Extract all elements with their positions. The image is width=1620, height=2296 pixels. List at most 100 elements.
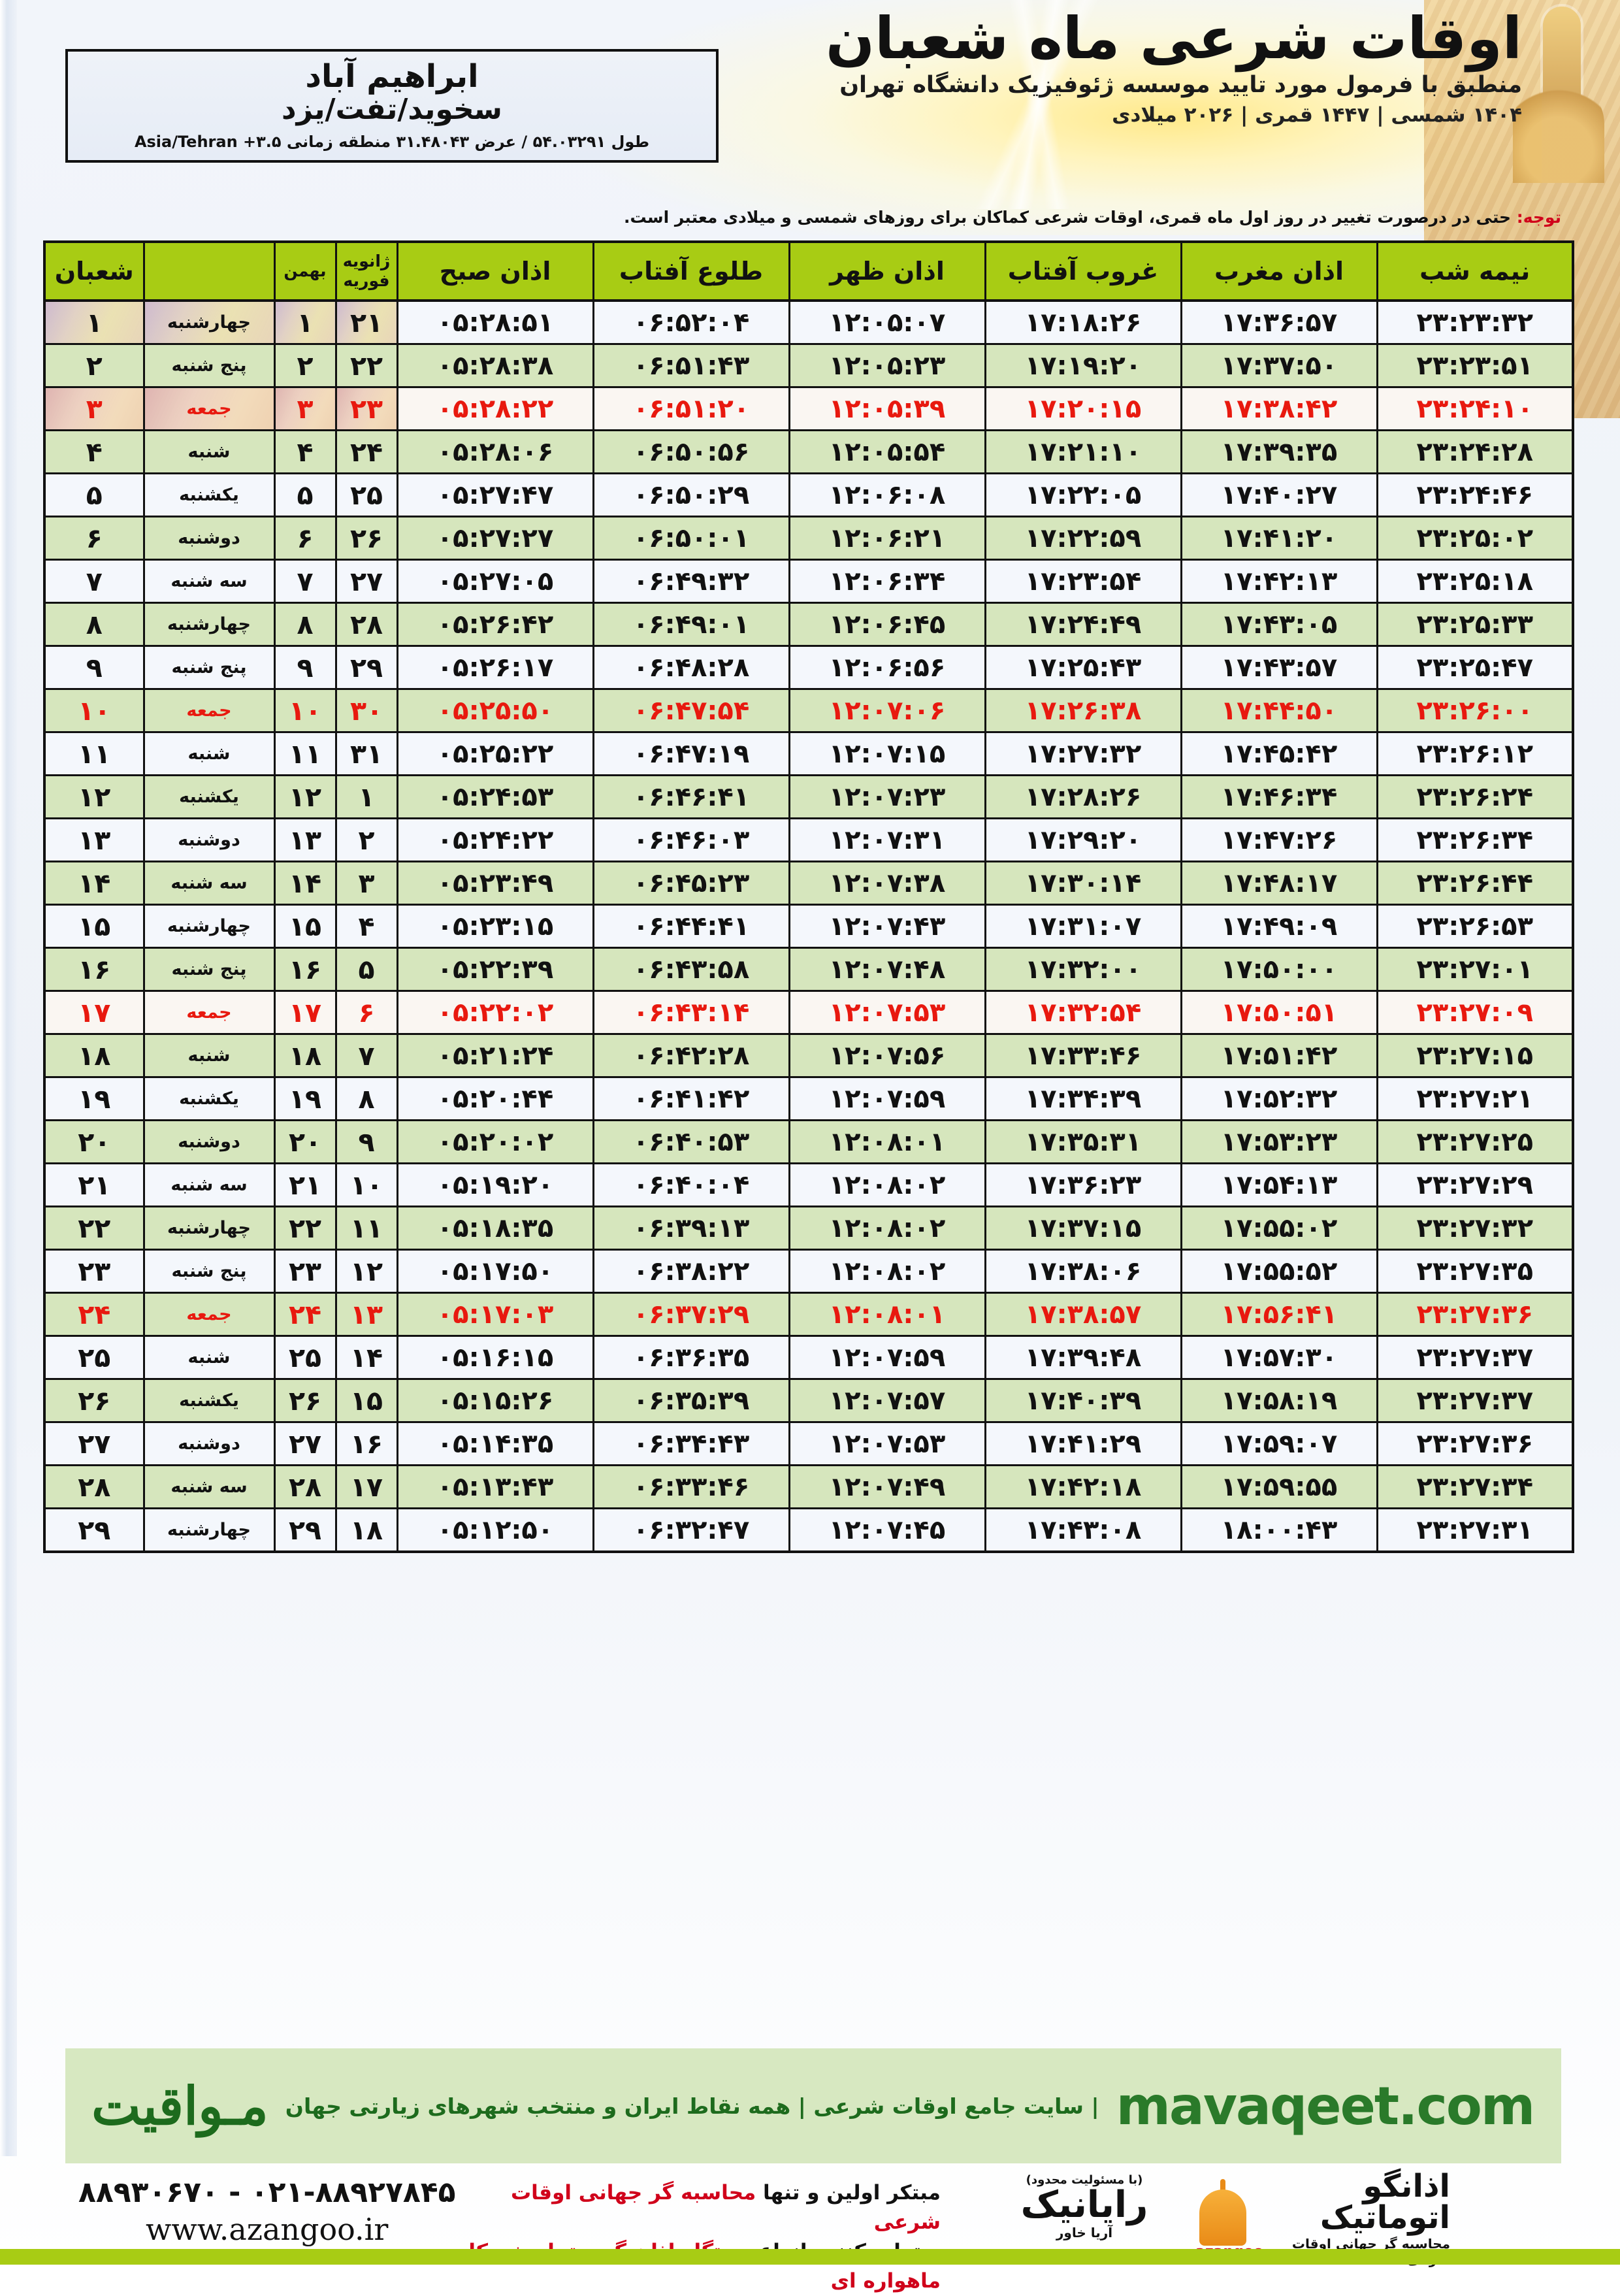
footer-slogan: مبتکر اولین و تنها محاسبه گر جهانی اوقات… bbox=[444, 2178, 941, 2296]
gregorian-day-cell: ۵ bbox=[334, 947, 398, 992]
fajr-cell: ۰۵:۱۹:۲۰ bbox=[396, 1162, 594, 1207]
maghrib-cell: ۱۷:۴۳:۰۵ bbox=[1180, 602, 1378, 647]
gregorian-day-cell: ۳۰ bbox=[334, 688, 398, 733]
sunset-cell: ۱۷:۴۲:۱۸ bbox=[984, 1464, 1182, 1509]
fajr-cell: ۰۵:۲۷:۰۵ bbox=[396, 559, 594, 604]
fajr-cell: ۰۵:۲۳:۱۵ bbox=[396, 904, 594, 949]
fajr-cell: ۰۵:۲۱:۲۴ bbox=[396, 1033, 594, 1078]
footer-website[interactable]: www.azangoo.ir bbox=[146, 2212, 389, 2247]
sunrise-cell: ۰۶:۴۸:۲۸ bbox=[592, 645, 790, 690]
dhuhr-cell: ۱۲:۰۸:۰۱ bbox=[788, 1119, 986, 1164]
solar-day-cell: ۲۳ bbox=[273, 1249, 337, 1294]
solar-day-cell: ۲۴ bbox=[273, 1292, 337, 1337]
gregorian-day-cell: ۲۹ bbox=[334, 645, 398, 690]
weekday-cell: جمعه bbox=[142, 990, 276, 1035]
sunrise-cell: ۰۶:۴۲:۲۸ bbox=[592, 1033, 790, 1078]
col-header-weekday bbox=[142, 242, 276, 302]
fajr-cell: ۰۵:۲۴:۲۲ bbox=[396, 817, 594, 862]
table-row: ۲۳:۲۶:۲۴ ۱۷:۴۶:۳۴ ۱۷:۲۸:۲۶ ۱۲:۰۷:۲۳ ۰۶:۴۶:۴۱… bbox=[43, 774, 1574, 819]
midnight-cell: ۲۳:۲۷:۳۵ bbox=[1376, 1249, 1574, 1294]
fajr-cell: ۰۵:۱۵:۲۶ bbox=[396, 1378, 594, 1423]
sunrise-cell: ۰۶:۳۵:۳۹ bbox=[592, 1378, 790, 1423]
page-header: اوقات شرعی ماه شعبان منطبق با فرمول مورد… bbox=[0, 0, 1620, 418]
midnight-cell: ۲۳:۲۷:۳۶ bbox=[1376, 1292, 1574, 1337]
sunrise-cell: ۰۶:۴۹:۳۲ bbox=[592, 559, 790, 604]
note-keyword: توجه: bbox=[1516, 208, 1561, 227]
bottom-green-bar bbox=[0, 2249, 1620, 2265]
midnight-cell: ۲۳:۲۶:۲۴ bbox=[1376, 774, 1574, 819]
hijri-day-cell: ۲۸ bbox=[43, 1464, 145, 1509]
hijri-day-cell: ۱۶ bbox=[43, 947, 145, 992]
table-row: ۲۳:۲۳:۵۱ ۱۷:۳۷:۵۰ ۱۷:۱۹:۲۰ ۱۲:۰۵:۲۳ ۰۶:۵۱:۴۳… bbox=[43, 343, 1574, 388]
col-header-gregorian: ژانویه فوریه bbox=[334, 242, 398, 302]
dhuhr-cell: ۱۲:۰۵:۳۹ bbox=[788, 386, 986, 431]
solar-day-cell: ۵ bbox=[273, 472, 337, 517]
gregorian-day-cell: ۳ bbox=[334, 861, 398, 906]
gregorian-month-top: ژانویه bbox=[342, 251, 391, 271]
maghrib-cell: ۱۷:۳۶:۵۷ bbox=[1180, 299, 1378, 345]
sunrise-cell: ۰۶:۳۶:۳۵ bbox=[592, 1335, 790, 1380]
promo-tagline: | سایت جامع اوقات شرعی | همه نقاط ایران … bbox=[285, 2093, 1099, 2119]
sunset-cell: ۱۷:۴۱:۲۹ bbox=[984, 1421, 1182, 1466]
gregorian-month-bottom: فوریه bbox=[343, 271, 390, 290]
footer-slogan-line-1: مبتکر اولین و تنها محاسبه گر جهانی اوقات… bbox=[444, 2178, 941, 2237]
solar-day-cell: ۱۴ bbox=[273, 861, 337, 906]
fajr-cell: ۰۵:۱۴:۳۵ bbox=[396, 1421, 594, 1466]
table-row: ۲۳:۲۷:۳۲ ۱۷:۵۵:۰۲ ۱۷:۳۷:۱۵ ۱۲:۰۸:۰۲ ۰۶:۳۹:۱۳… bbox=[43, 1205, 1574, 1251]
footer-slogan-line-2: و تولید کننده انواع دستگاه اذان گوی تمام… bbox=[444, 2237, 941, 2296]
maghrib-cell: ۱۷:۴۰:۲۷ bbox=[1180, 472, 1378, 517]
solar-day-cell: ۱۰ bbox=[273, 688, 337, 733]
table-row: ۲۳:۲۴:۱۰ ۱۷:۳۸:۴۲ ۱۷:۲۰:۱۵ ۱۲:۰۵:۳۹ ۰۶:۵۱:۲۰… bbox=[43, 386, 1574, 431]
gregorian-day-cell: ۳۱ bbox=[334, 731, 398, 776]
hijri-day-cell: ۱۷ bbox=[43, 990, 145, 1035]
hijri-day-cell: ۳ bbox=[43, 386, 145, 431]
midnight-cell: ۲۳:۲۷:۲۹ bbox=[1376, 1162, 1574, 1207]
sunrise-cell: ۰۶:۵۱:۴۳ bbox=[592, 343, 790, 388]
maghrib-cell: ۱۷:۵۷:۳۰ bbox=[1180, 1335, 1378, 1380]
solar-day-cell: ۱۲ bbox=[273, 774, 337, 819]
location-name: ابراهیم آباد bbox=[305, 58, 479, 95]
sunset-cell: ۱۷:۲۸:۲۶ bbox=[984, 774, 1182, 819]
dhuhr-cell: ۱۲:۰۷:۵۷ bbox=[788, 1378, 986, 1423]
fajr-cell: ۰۵:۲۵:۵۰ bbox=[396, 688, 594, 733]
midnight-cell: ۲۳:۲۴:۱۰ bbox=[1376, 386, 1574, 431]
times-table-wrapper: نیمه شب اذان مغرب غروب آفتاب اذان ظهر طل… bbox=[43, 240, 1574, 1553]
sunrise-cell: ۰۶:۵۰:۰۱ bbox=[592, 516, 790, 561]
dhuhr-cell: ۱۲:۰۶:۰۸ bbox=[788, 472, 986, 517]
weekday-cell: دوشنبه bbox=[142, 1119, 276, 1164]
hijri-day-cell: ۱۵ bbox=[43, 904, 145, 949]
hijri-day-cell: ۱۲ bbox=[43, 774, 145, 819]
maghrib-cell: ۱۷:۵۴:۱۳ bbox=[1180, 1162, 1378, 1207]
maghrib-cell: ۱۷:۵۰:۰۰ bbox=[1180, 947, 1378, 992]
calendar-years: ۱۴۰۴ شمسی | ۱۴۴۷ قمری | ۲۰۲۶ میلادی bbox=[1112, 103, 1522, 127]
weekday-cell: سه شنبه bbox=[142, 1464, 276, 1509]
hijri-day-cell: ۱ bbox=[43, 299, 145, 345]
hijri-day-cell: ۲۴ bbox=[43, 1292, 145, 1337]
dhuhr-cell: ۱۲:۰۶:۳۴ bbox=[788, 559, 986, 604]
solar-day-cell: ۷ bbox=[273, 559, 337, 604]
table-row: ۲۳:۲۷:۳۴ ۱۷:۵۹:۵۵ ۱۷:۴۲:۱۸ ۱۲:۰۷:۴۹ ۰۶:۳۳:۴۶… bbox=[43, 1464, 1574, 1509]
solar-day-cell: ۲۲ bbox=[273, 1205, 337, 1251]
midnight-cell: ۲۳:۲۶:۳۴ bbox=[1376, 817, 1574, 862]
fajr-cell: ۰۵:۱۷:۰۳ bbox=[396, 1292, 594, 1337]
gregorian-day-cell: ۲۷ bbox=[334, 559, 398, 604]
note-line: توجه: حتی در درصورت تغییر در روز اول ماه… bbox=[0, 208, 1620, 227]
note-text: حتی در درصورت تغییر در روز اول ماه قمری،… bbox=[624, 208, 1517, 227]
location-path: سخوید/تفت/یزد bbox=[282, 92, 502, 126]
weekday-cell: سه شنبه bbox=[142, 559, 276, 604]
sunrise-cell: ۰۶:۳۷:۲۹ bbox=[592, 1292, 790, 1337]
gregorian-day-cell: ۱۳ bbox=[334, 1292, 398, 1337]
midnight-cell: ۲۳:۲۶:۵۳ bbox=[1376, 904, 1574, 949]
weekday-cell: جمعه bbox=[142, 1292, 276, 1337]
solar-day-cell: ۱۷ bbox=[273, 990, 337, 1035]
table-row: ۲۳:۲۶:۴۴ ۱۷:۴۸:۱۷ ۱۷:۳۰:۱۴ ۱۲:۰۷:۳۸ ۰۶:۴۵:۲۳… bbox=[43, 861, 1574, 906]
weekday-cell: دوشنبه bbox=[142, 1421, 276, 1466]
fajr-cell: ۰۵:۲۲:۳۹ bbox=[396, 947, 594, 992]
sunrise-cell: ۰۶:۴۹:۰۱ bbox=[592, 602, 790, 647]
dhuhr-cell: ۱۲:۰۷:۴۳ bbox=[788, 904, 986, 949]
page-subtitle: منطبق با فرمول مورد تایید موسسه ژئوفیزیک… bbox=[839, 71, 1522, 98]
table-row: ۲۳:۲۳:۳۲ ۱۷:۳۶:۵۷ ۱۷:۱۸:۲۶ ۱۲:۰۵:۰۷ ۰۶:۵۲:۰۴… bbox=[43, 299, 1574, 345]
weekday-cell: یکشنبه bbox=[142, 1076, 276, 1121]
fajr-cell: ۰۵:۲۵:۲۲ bbox=[396, 731, 594, 776]
promo-url[interactable]: mavaqeet.com bbox=[1116, 2075, 1536, 2137]
